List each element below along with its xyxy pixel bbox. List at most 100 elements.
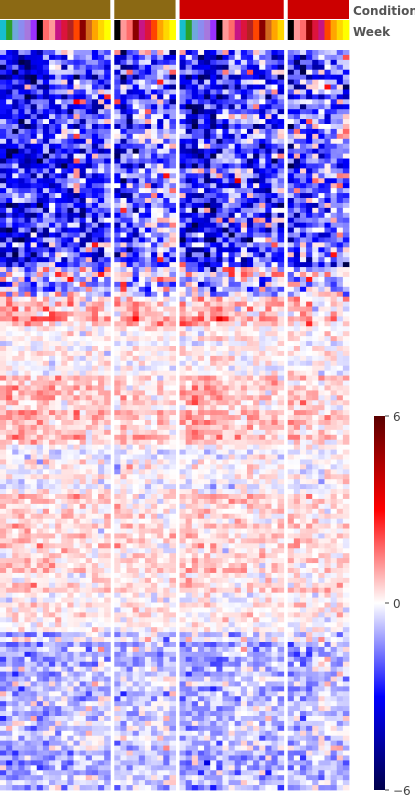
heatmap-cell [6,355,13,362]
heatmap-cell [179,597,187,603]
heatmap-cell [197,503,205,510]
heatmap-cell [179,503,187,510]
heatmap-cell [114,780,121,786]
heatmap-cell [55,390,62,396]
heatmap-cell [49,390,56,396]
heatmap-cell [185,316,193,322]
heatmap-cell [179,464,187,470]
heatmap-cell [12,99,19,105]
heatmap-cell [30,523,38,529]
heatmap-cell [114,350,121,357]
heatmap-cell [49,114,56,120]
heatmap-cell [144,656,152,663]
heatmap-cell [132,681,140,687]
heatmap-cell [73,429,81,436]
heatmap-cell [91,617,99,623]
heatmap-cell [49,74,56,80]
heatmap-cell [163,637,170,643]
heatmap-cell [163,622,170,628]
heatmap-cell [185,148,193,154]
heatmap-cell [6,642,13,648]
heatmap-cell [144,632,152,638]
heatmap-cell [191,385,199,391]
heatmap-cell [36,306,44,312]
heatmap-cell [55,276,62,283]
heatmap-cell [30,74,38,80]
heatmap-cell [126,207,134,214]
heatmap-cell [126,281,134,288]
heatmap-cell [104,360,111,367]
heatmap-cell [67,780,74,786]
heatmap-cell [151,242,158,248]
heatmap-cell [185,785,193,791]
heatmap-cell [157,84,164,90]
heatmap-cell [61,464,68,470]
heatmap-cell [36,390,44,396]
heatmap-cell [126,765,134,771]
heatmap-cell [163,424,170,431]
heatmap-cell [36,676,44,682]
heatmap-cell [132,498,140,505]
heatmap-cell [104,469,111,475]
heatmap-cell [85,306,93,312]
heatmap-cell [114,424,121,431]
heatmap-cell [185,602,193,608]
heatmap-cell [12,109,19,115]
heatmap-cell [204,489,211,495]
heatmap-cell [126,706,134,712]
heatmap-cell [138,281,146,288]
heatmap-cell [104,785,111,791]
heatmap-cell [67,558,74,564]
heatmap-cell [120,449,127,455]
heatmap-cell [36,661,44,668]
heatmap-cell [24,286,32,293]
heatmap-cell [157,592,164,598]
heatmap-cell [126,691,134,697]
heatmap-cell [179,54,187,61]
heatmap-cell [79,124,87,130]
heatmap-cell [12,306,19,312]
heatmap-cell [73,538,81,544]
heatmap-cell [49,247,56,253]
heatmap-cell [91,420,99,426]
heatmap-cell [120,114,127,120]
heatmap-cell [42,59,50,66]
heatmap-cell [185,765,193,771]
heatmap-cell [79,336,87,342]
heatmap-cell [79,558,87,564]
heatmap-cell [126,267,134,273]
heatmap-cell [138,360,146,367]
heatmap-cell [30,469,38,475]
heatmap-cell [42,410,50,416]
heatmap-cell [30,656,38,663]
heatmap-cell [91,582,99,589]
heatmap-cell [12,750,19,756]
heatmap-cell [24,444,32,450]
heatmap-cell [85,646,93,653]
heatmap-cell [49,188,56,194]
heatmap-cell [55,301,62,307]
heatmap-cell [36,89,44,95]
heatmap-cell [197,119,205,125]
heatmap-cell [42,587,50,594]
heatmap-cell [197,350,205,357]
heatmap-cell [30,168,38,174]
heatmap-cell [151,661,158,668]
heatmap-cell [42,563,50,569]
heatmap-cell [30,133,38,140]
heatmap-cell [61,439,68,446]
heatmap-cell [85,765,93,771]
heatmap-cell [114,528,121,534]
heatmap-cell [36,227,44,233]
heatmap-cell [104,173,111,179]
heatmap-cell [114,735,121,742]
heatmap-cell [104,424,111,431]
week-cell [179,20,187,40]
heatmap-cell [79,168,87,174]
heatmap-cell [0,661,7,668]
heatmap-cell [42,217,50,224]
heatmap-cell [157,449,164,455]
heatmap-cell [185,133,193,140]
heatmap-cell [132,257,140,263]
heatmap-cell [120,276,127,283]
